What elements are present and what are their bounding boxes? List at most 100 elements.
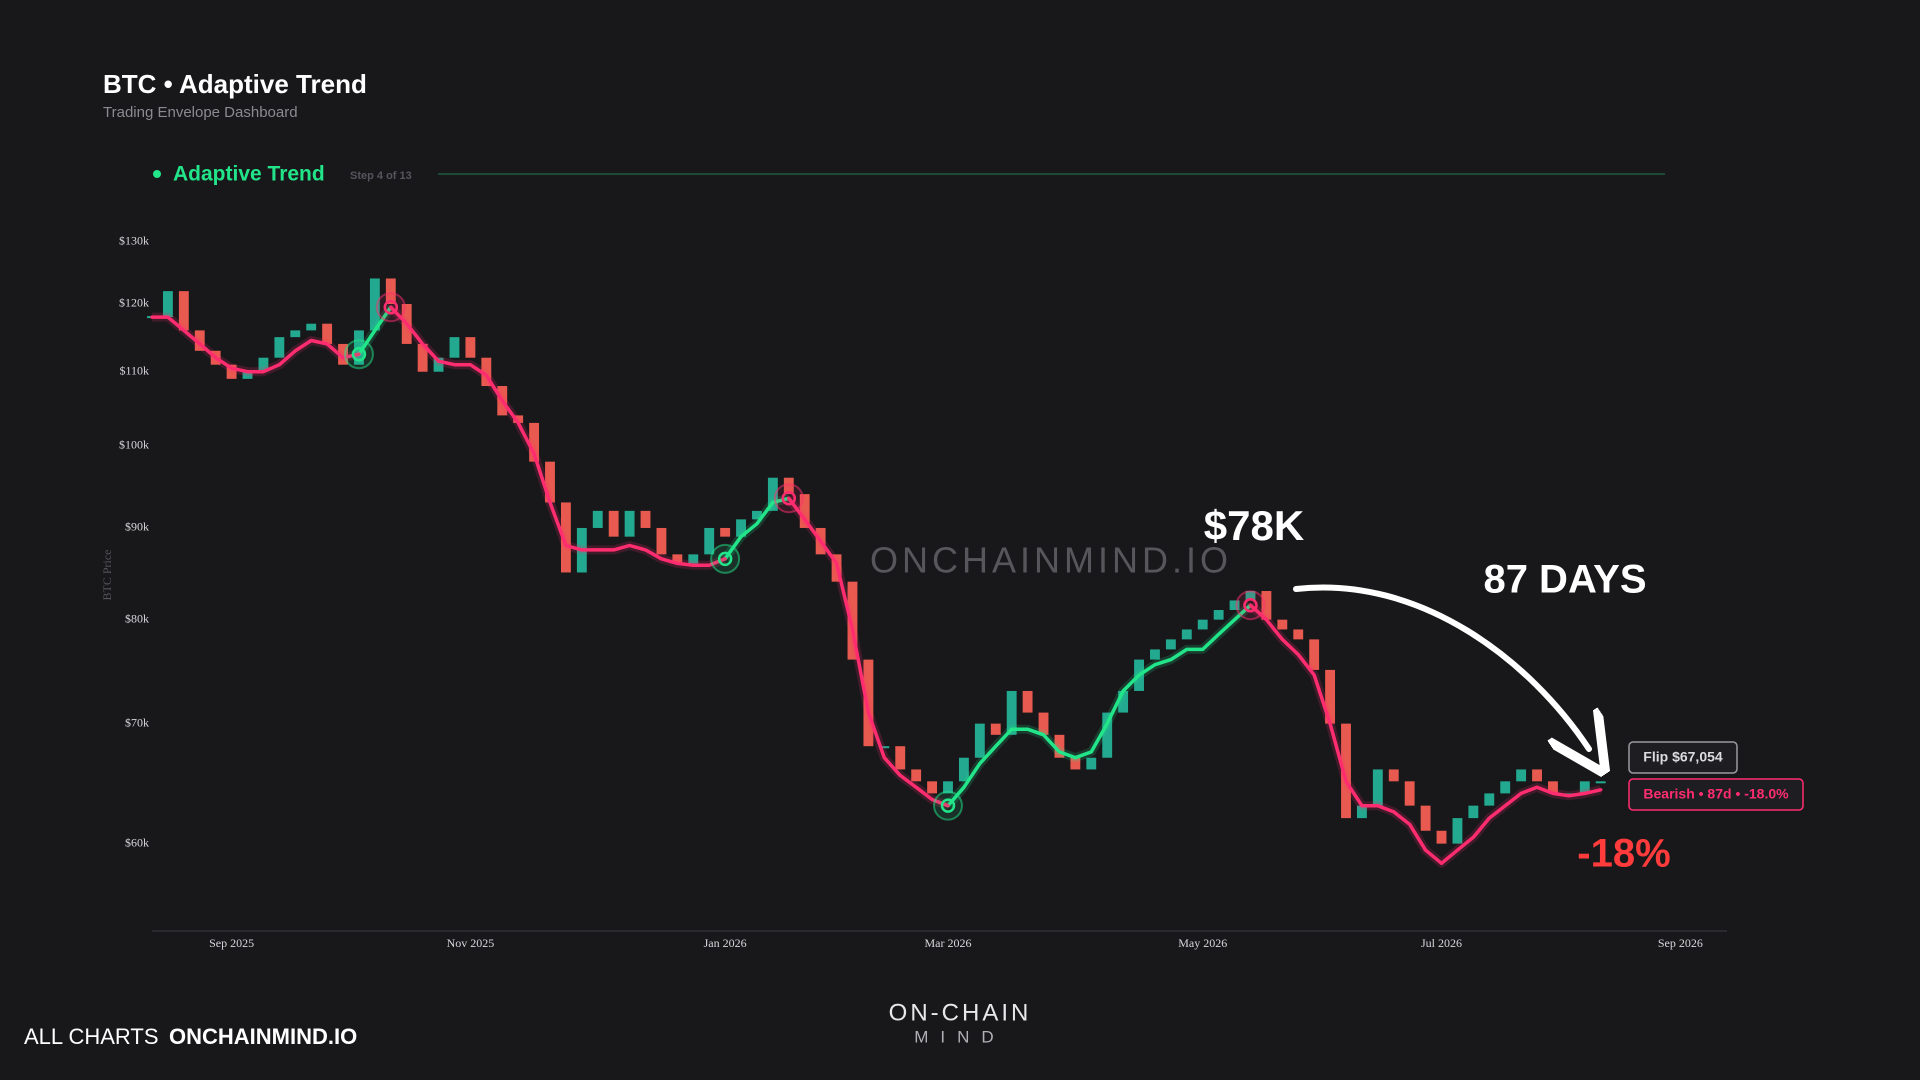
peak-annotation: $78K bbox=[1204, 502, 1304, 549]
candle bbox=[1436, 830, 1447, 844]
x-tick-label: May 2026 bbox=[1178, 936, 1227, 950]
candle bbox=[1404, 781, 1415, 806]
candle bbox=[1213, 609, 1224, 620]
x-tick-label: Jul 2026 bbox=[1421, 936, 1462, 950]
flip-marker bbox=[383, 299, 399, 315]
footer-link-label: ALL CHARTS bbox=[24, 1024, 159, 1049]
candle bbox=[863, 659, 874, 747]
candle bbox=[1532, 769, 1542, 782]
y-tick-label: $80k bbox=[125, 611, 149, 625]
candle bbox=[895, 746, 906, 770]
candle bbox=[592, 510, 603, 528]
candle bbox=[545, 461, 555, 503]
candle bbox=[322, 323, 333, 344]
x-tick-label: Nov 2025 bbox=[447, 936, 495, 950]
trend-line bbox=[357, 305, 393, 356]
y-tick-label: $100k bbox=[119, 438, 149, 452]
state-badge-text: Bearish • 87d • -18.0% bbox=[1643, 786, 1789, 802]
candle bbox=[1484, 793, 1495, 806]
flip-halo bbox=[343, 339, 374, 370]
candle bbox=[1197, 619, 1208, 630]
flip-marker bbox=[781, 491, 797, 506]
candle bbox=[1229, 600, 1240, 610]
candle bbox=[1452, 818, 1463, 844]
candle bbox=[1022, 690, 1033, 713]
candle bbox=[306, 323, 317, 331]
candle bbox=[1325, 669, 1336, 724]
candle bbox=[1595, 781, 1606, 784]
plot-area: $60k $70k $80k $90k $100k $110k $120k $130k Sep … bbox=[119, 233, 1703, 949]
candle bbox=[767, 477, 778, 511]
arrow bbox=[1293, 584, 1589, 749]
candle bbox=[1006, 690, 1017, 735]
candle bbox=[1181, 629, 1192, 640]
candle bbox=[369, 278, 380, 331]
flip-halo bbox=[773, 483, 804, 514]
candle bbox=[178, 291, 189, 331]
footer-link[interactable]: ONCHAINMIND.IO bbox=[169, 1024, 357, 1049]
flip-badge bbox=[1628, 741, 1738, 774]
x-tick-label: Sep 2026 bbox=[1658, 936, 1703, 950]
candle bbox=[417, 343, 428, 372]
candle bbox=[242, 371, 253, 379]
candle bbox=[847, 581, 858, 660]
flip-halo bbox=[375, 292, 406, 323]
flip-marker bbox=[1243, 597, 1258, 613]
candle bbox=[258, 357, 269, 372]
candle bbox=[656, 527, 667, 555]
candle bbox=[433, 357, 444, 372]
candle bbox=[1356, 805, 1367, 819]
state-badge bbox=[1628, 778, 1804, 811]
y-tick-label: $90k bbox=[125, 520, 149, 534]
candle bbox=[1420, 805, 1431, 831]
y-axis-title: BTC Price bbox=[100, 550, 114, 601]
trend-line bbox=[389, 305, 727, 567]
candle bbox=[672, 554, 683, 564]
flip-marker bbox=[351, 346, 367, 362]
candle bbox=[338, 343, 348, 365]
candle bbox=[560, 502, 571, 573]
candle bbox=[1372, 769, 1383, 806]
candle bbox=[1516, 769, 1527, 782]
flip-halo bbox=[933, 790, 963, 821]
candle bbox=[449, 337, 460, 358]
trend-line bbox=[723, 496, 791, 561]
trend-line bbox=[946, 603, 1253, 808]
candle bbox=[943, 781, 953, 794]
y-tick-label: $110k bbox=[119, 363, 149, 377]
candle bbox=[1054, 734, 1065, 758]
candle bbox=[162, 291, 173, 318]
flip-marker bbox=[940, 798, 956, 813]
flip-marker bbox=[717, 551, 733, 567]
trend-line bbox=[1248, 603, 1603, 866]
candle bbox=[1500, 781, 1511, 794]
candle bbox=[1579, 781, 1590, 794]
candle bbox=[1102, 712, 1113, 758]
candle bbox=[608, 510, 619, 537]
candle bbox=[927, 781, 938, 794]
candle bbox=[688, 554, 699, 564]
candle bbox=[1468, 805, 1479, 819]
x-tick-label: Jan 2026 bbox=[704, 936, 747, 950]
step-counter: Step 4 of 13 bbox=[350, 170, 412, 182]
logo-top: ON-CHAIN bbox=[889, 999, 1032, 1026]
candle bbox=[736, 519, 746, 537]
candle bbox=[465, 337, 476, 358]
y-tick-label: $120k bbox=[119, 296, 149, 310]
step-dot bbox=[153, 170, 161, 178]
candle bbox=[958, 757, 969, 782]
candle bbox=[704, 527, 715, 555]
x-tick-label: Mar 2026 bbox=[925, 936, 972, 950]
candle bbox=[1341, 723, 1351, 819]
candle bbox=[194, 330, 205, 351]
logo-bottom: MIND bbox=[914, 1027, 1005, 1046]
flip-halo bbox=[1235, 590, 1266, 621]
y-tick-label: $70k bbox=[125, 715, 149, 729]
candle bbox=[1293, 629, 1304, 640]
candle bbox=[1309, 639, 1320, 670]
candle bbox=[1388, 769, 1399, 782]
candle bbox=[1277, 619, 1288, 630]
trend-line bbox=[150, 315, 361, 374]
candle bbox=[1086, 757, 1097, 770]
candle bbox=[879, 746, 890, 749]
